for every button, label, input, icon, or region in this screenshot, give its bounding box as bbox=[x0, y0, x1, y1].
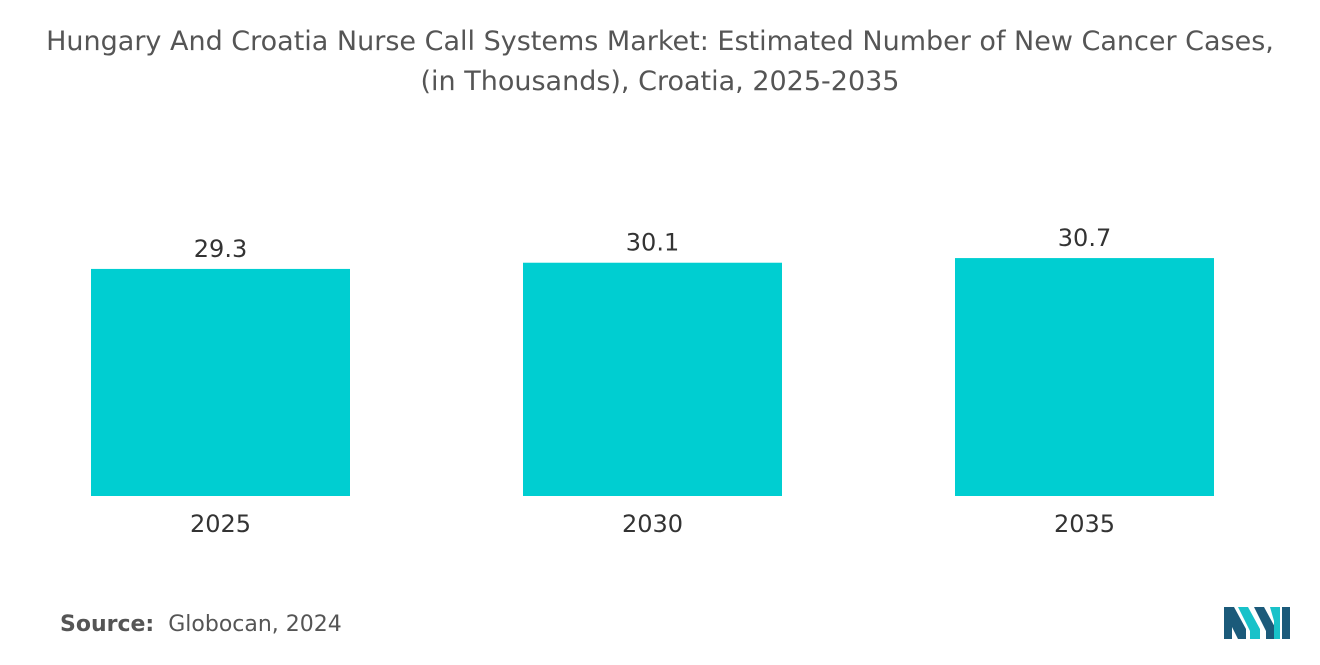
bar-chart: 29.3 2025 30.1 2030 30.7 2035 bbox=[91, 224, 1214, 538]
chart-title-line-1: Hungary And Croatia Nurse Call Systems M… bbox=[46, 26, 1274, 57]
bar-2025 bbox=[91, 268, 350, 496]
source-text: Globocan, 2024 bbox=[168, 612, 342, 637]
source-note: Source: Globocan, 2024 bbox=[60, 612, 342, 637]
bar-2035 bbox=[955, 258, 1214, 496]
data-label-2025: 29.3 bbox=[194, 235, 247, 263]
data-label-2030: 30.1 bbox=[626, 229, 679, 257]
bar-2030 bbox=[523, 262, 782, 496]
chart-title-line-2: (in Thousands), Croatia, 2025-2035 bbox=[420, 66, 900, 97]
x-tick-label-2025: 2025 bbox=[190, 510, 251, 538]
source-label: Source: bbox=[60, 612, 155, 637]
data-label-2035: 30.7 bbox=[1058, 224, 1111, 252]
chart-title: Hungary And Croatia Nurse Call Systems M… bbox=[0, 22, 1320, 102]
x-tick-label-2035: 2035 bbox=[1054, 510, 1115, 538]
x-tick-label-2030: 2030 bbox=[622, 510, 683, 538]
mordor-intelligence-logo-icon bbox=[1224, 607, 1290, 639]
